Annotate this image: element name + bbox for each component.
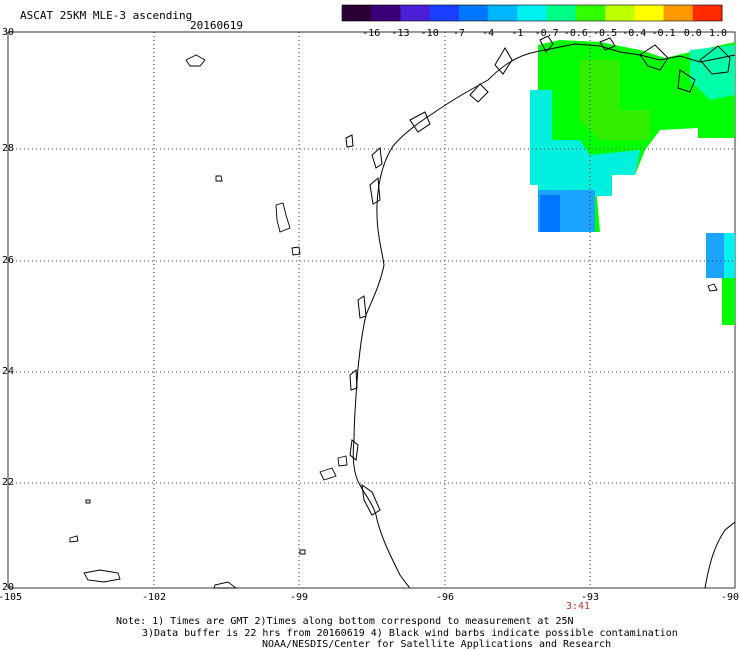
colorbar-label: -7 [452,28,465,39]
lon-tick-93: -93 [580,592,600,603]
coastline [345,35,736,589]
colorbar-label: 1.0 [708,28,728,39]
footnote-line-3: NOAA/NESDIS/Center for Satellite Applica… [262,639,612,650]
colorbar-label: -10 [420,28,439,39]
colorbar-label: -0.6 [563,28,588,39]
colorbar-swatch [517,5,548,21]
colorbar-swatch [371,5,401,21]
lakes-islands [69,54,718,589]
lon-tick-99: -99 [289,592,309,603]
colorbar-label: -0.7 [534,28,559,39]
lat-tick-24: 24 [2,366,15,377]
colorbar-label: -1 [511,28,524,39]
colorbar-label: -16 [362,28,381,39]
colorbar-label: 0.0 [683,28,702,39]
colorbar-label: -0.4 [622,28,647,39]
lon-tick-90: -90 [720,592,740,603]
colorbar-swatch [575,5,606,21]
footnote-line-1: Note: 1) Times are GMT 2)Times along bot… [116,616,574,627]
colorbar-swatch [692,5,723,21]
lon-tick-96: -96 [435,592,455,603]
colorbar-swatch [488,5,518,21]
colorbar-swatch [429,5,460,21]
lat-tick-30: 30 [2,27,15,38]
data-swath-gulf [530,40,735,325]
colorbar [341,4,723,22]
colorbar-label: -0.1 [651,28,676,39]
colorbar-label: -0.5 [593,28,618,39]
colorbar-swatch [605,5,635,21]
colorbar-border [341,4,723,22]
colorbar-label: -4 [482,28,495,39]
colorbar-label: -13 [391,28,410,39]
grid-lines [8,32,735,588]
map-title: ASCAT 25KM MLE-3 ascending [20,9,193,22]
lat-tick-20: 20 [2,582,15,593]
lat-tick-26: 26 [2,255,15,266]
colorbar-swatch [342,5,372,21]
footnote-line-2: 3)Data buffer is 22 hrs from 20160619 4)… [142,628,678,639]
colorbar-swatch [458,5,489,21]
colorbar-swatch [663,5,694,21]
lon-tick-105: -105 [0,592,23,603]
pass-time-label: 3:41 [566,601,591,612]
colorbar-swatch [634,5,665,21]
lon-tick-102: -102 [141,592,167,603]
lat-tick-22: 22 [2,477,15,488]
lat-tick-28: 28 [2,143,15,154]
colorbar-swatch [546,5,577,21]
colorbar-swatch [400,5,431,21]
map-date: 20160619 [190,19,243,32]
